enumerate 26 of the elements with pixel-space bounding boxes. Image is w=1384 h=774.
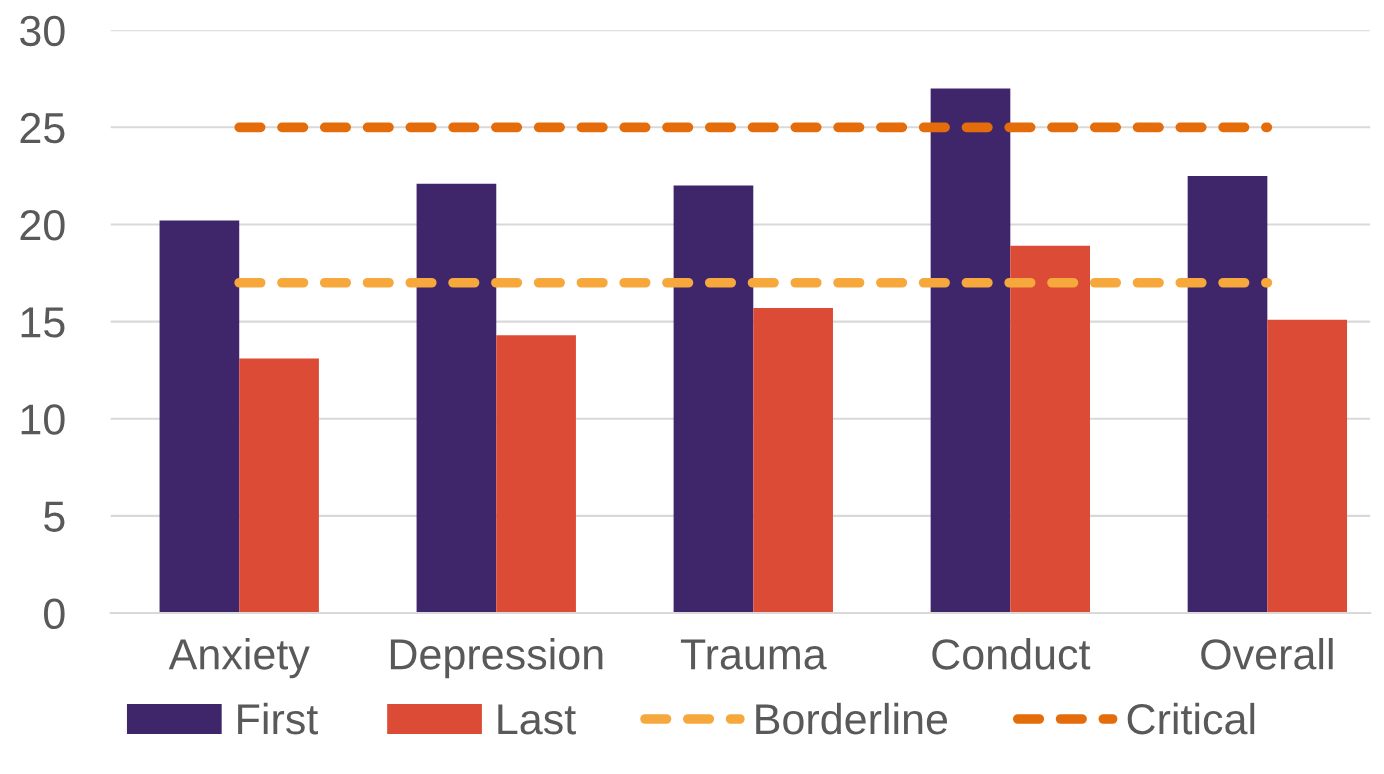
bar	[239, 358, 319, 614]
x-tick-label: Anxiety	[168, 638, 310, 679]
y-tick-label: 5	[44, 501, 65, 532]
bar	[1267, 319, 1348, 614]
bar	[416, 183, 497, 614]
x-tick-label: Conduct	[932, 638, 1091, 670]
y-tick-label: 10	[21, 404, 65, 435]
y-tick-label: 30	[20, 15, 65, 47]
bar	[496, 335, 576, 614]
legend-label: Critical	[1127, 702, 1255, 735]
x-tick-label: Trauma	[680, 639, 827, 670]
y-tick-label: 0	[44, 598, 65, 630]
x-tick-label: Depression	[390, 638, 603, 679]
legend-label: First	[238, 702, 318, 735]
legend-label: Last	[498, 704, 576, 735]
bar	[930, 88, 1011, 614]
x-tick-label: Overall	[1201, 638, 1333, 670]
bar	[159, 220, 240, 614]
y-tick-label: 20	[20, 210, 65, 241]
bar	[673, 185, 754, 614]
bar	[1187, 175, 1268, 614]
y-tick-label: 15	[21, 307, 65, 338]
bar	[1010, 245, 1090, 614]
legend-label: Borderline	[756, 702, 948, 735]
y-tick-label: 25	[20, 112, 65, 144]
bar	[753, 308, 833, 614]
